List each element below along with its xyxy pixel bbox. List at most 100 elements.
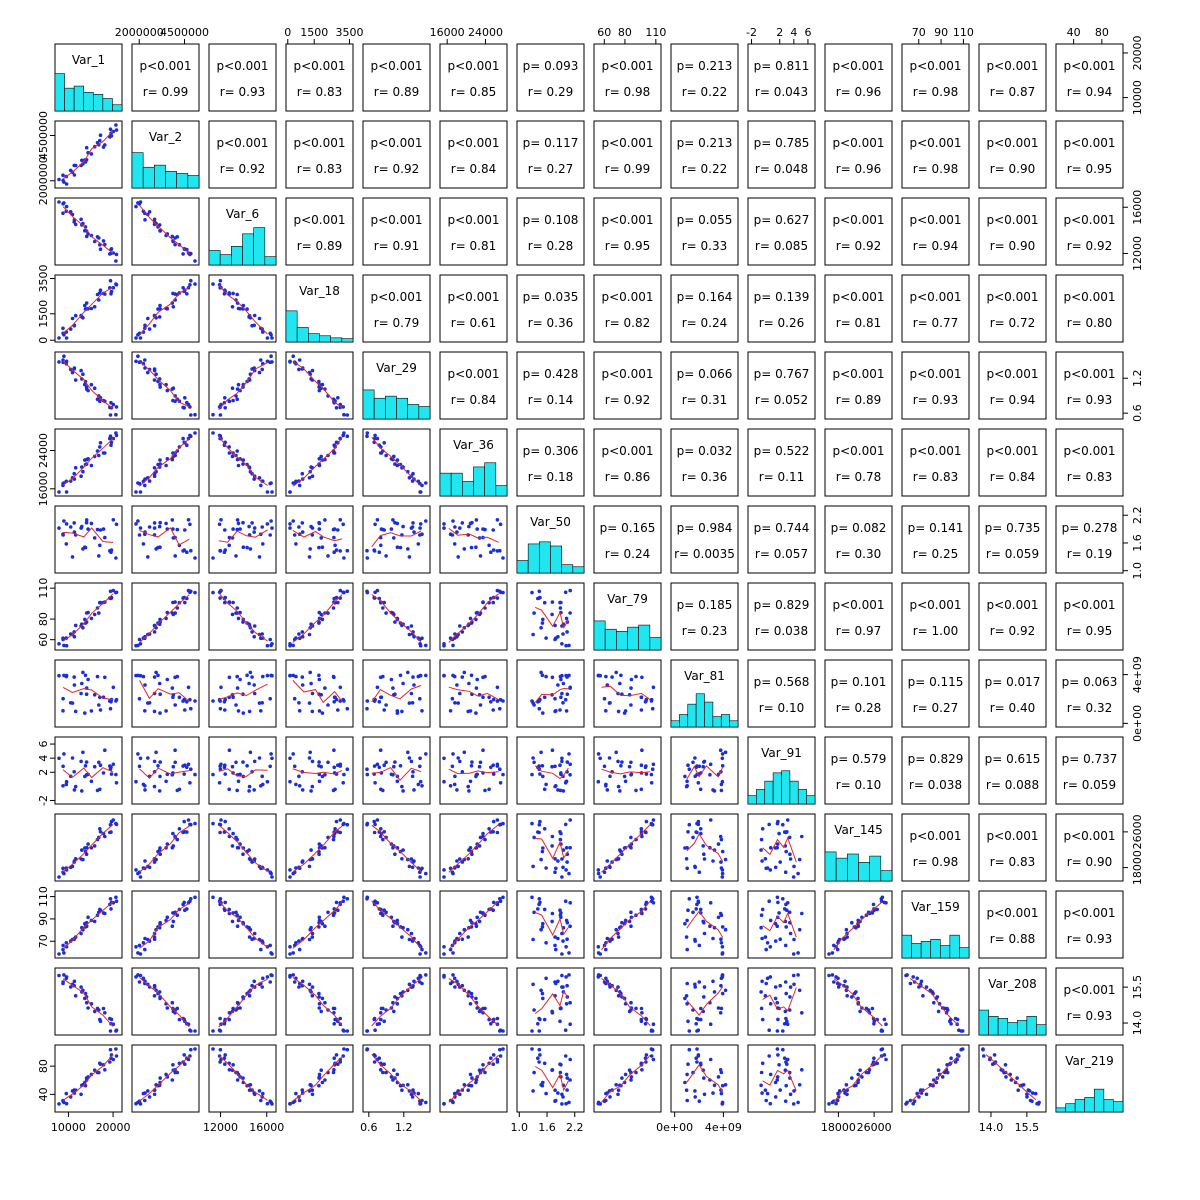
- data-point: [310, 1088, 315, 1092]
- data-point: [442, 868, 446, 872]
- y-tick-label: 3500: [37, 265, 50, 293]
- data-point: [108, 127, 113, 131]
- data-point: [170, 686, 175, 690]
- data-point: [103, 399, 107, 404]
- data-point: [171, 1063, 175, 1067]
- data-point: [300, 860, 305, 864]
- data-point: [146, 316, 150, 321]
- data-point: [80, 789, 84, 793]
- data-point: [483, 837, 487, 842]
- data-point: [565, 983, 569, 988]
- data-point: [291, 354, 296, 359]
- data-point: [227, 1011, 232, 1015]
- data-point: [395, 521, 400, 526]
- data-point: [618, 789, 622, 793]
- data-point: [297, 367, 301, 372]
- data-point: [544, 1091, 548, 1096]
- smooth-line: [448, 768, 499, 775]
- data-point: [238, 842, 242, 846]
- hist-bar: [112, 104, 123, 112]
- data-point: [685, 981, 689, 986]
- data-point: [64, 779, 69, 784]
- data-point: [788, 857, 793, 861]
- data-point: [294, 542, 298, 546]
- panel-frame: [1055, 43, 1124, 112]
- data-point: [217, 522, 222, 527]
- data-point: [186, 818, 191, 822]
- hist-bar: [1016, 1020, 1028, 1036]
- panel-frame: [670, 505, 739, 574]
- panel-9-9: Var_91: [747, 736, 816, 805]
- data-point: [564, 918, 569, 923]
- data-point: [373, 433, 377, 438]
- data-point: [797, 857, 802, 862]
- panel-frame: [439, 505, 508, 574]
- data-point: [442, 975, 446, 979]
- panel-frame: [747, 813, 816, 882]
- data-point: [345, 434, 350, 439]
- data-point: [61, 173, 65, 177]
- data-point: [649, 895, 654, 900]
- data-point: [97, 703, 101, 707]
- data-point: [294, 941, 298, 945]
- data-point: [170, 234, 175, 239]
- data-point: [778, 983, 782, 988]
- hist-bar: [858, 862, 870, 882]
- data-point: [236, 616, 241, 621]
- data-point: [792, 1089, 796, 1093]
- data-point: [227, 748, 232, 752]
- data-point: [137, 943, 142, 948]
- data-point: [424, 643, 428, 648]
- panel-frame: [901, 274, 970, 343]
- data-point: [98, 830, 103, 834]
- r-value: r= 0.89: [374, 85, 420, 99]
- panel-frame: [670, 736, 739, 805]
- panel-frame: [362, 813, 431, 882]
- data-point: [141, 941, 146, 945]
- panel-13-11: [901, 1044, 970, 1113]
- data-point: [152, 630, 157, 634]
- data-point: [565, 760, 570, 764]
- data-point: [143, 358, 147, 362]
- panel-frame: [285, 1044, 354, 1113]
- panel-2-1: [131, 197, 200, 266]
- panel-frame: [208, 428, 277, 497]
- panel-frame: [747, 274, 816, 343]
- data-point: [317, 709, 322, 713]
- data-point: [644, 1053, 649, 1057]
- smooth-line: [371, 593, 422, 643]
- data-point: [269, 643, 273, 648]
- data-point: [622, 921, 627, 926]
- y-tick-label: 90: [37, 912, 50, 926]
- data-point: [288, 868, 292, 872]
- data-point: [605, 859, 610, 863]
- data-point: [260, 774, 265, 779]
- data-point: [759, 1070, 764, 1075]
- p-value: p<0.001: [601, 290, 653, 304]
- data-point: [238, 1006, 242, 1010]
- data-point: [219, 685, 223, 690]
- data-point: [614, 1083, 618, 1087]
- p-value: p= 0.627: [754, 213, 810, 227]
- data-point: [560, 931, 564, 936]
- data-point: [177, 1017, 182, 1022]
- panel-frame: [670, 1044, 739, 1113]
- data-point: [261, 330, 265, 334]
- data-point: [111, 685, 116, 690]
- data-point: [223, 772, 227, 776]
- data-point: [768, 975, 773, 979]
- panel-3-3: Var_18: [285, 274, 354, 343]
- p-value: p<0.001: [1063, 59, 1115, 73]
- panel-frame: [285, 43, 354, 112]
- data-point: [418, 643, 423, 648]
- data-point: [114, 590, 118, 595]
- data-point: [70, 701, 75, 705]
- data-point: [114, 899, 119, 903]
- data-point: [309, 524, 313, 529]
- x-tick-label: -2: [746, 26, 757, 39]
- data-point: [73, 709, 78, 714]
- data-point: [231, 1063, 235, 1067]
